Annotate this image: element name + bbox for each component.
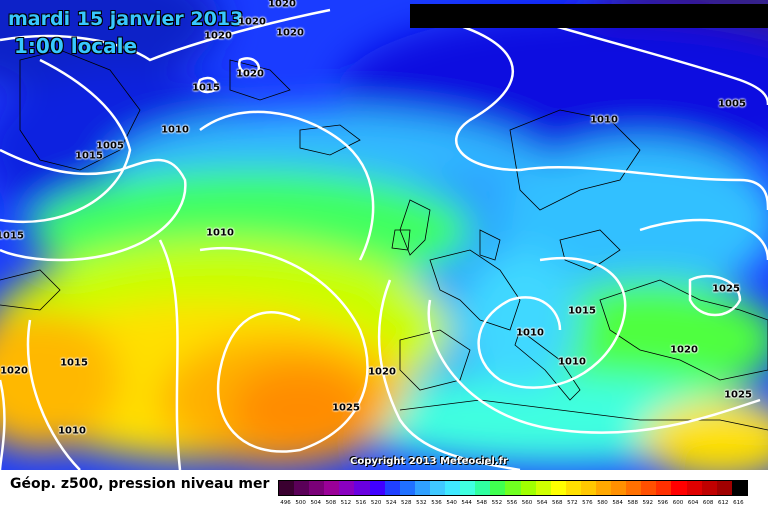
color-scale-swatch — [626, 481, 642, 495]
isobar-label: 1020 — [276, 27, 304, 39]
geopotential-field — [0, 0, 768, 470]
color-scale-label: 612 — [718, 500, 729, 506]
color-scale-swatch — [399, 481, 415, 495]
copyright-text: Copyright 2013 Meteociel.fr — [350, 456, 508, 467]
isobar-label: 1020 — [238, 16, 266, 28]
color-scale-label: 596 — [657, 500, 669, 506]
color-scale-label: 564 — [536, 500, 548, 506]
color-scale-label: 608 — [702, 500, 714, 506]
color-scale-swatch — [656, 481, 672, 495]
color-scale-swatch — [686, 481, 702, 495]
color-scale-swatch — [611, 481, 627, 495]
isobar-label: 1025 — [712, 283, 740, 295]
color-scale-label: 516 — [355, 500, 367, 506]
color-scale-swatch — [279, 481, 295, 495]
color-scale-swatch — [731, 481, 747, 495]
color-scale-label: 592 — [642, 500, 654, 506]
isobar-label: 1020 — [204, 30, 232, 42]
color-scale-label: 528 — [401, 500, 412, 506]
isobar-label: 1015 — [75, 150, 103, 162]
color-scale-swatch — [384, 481, 400, 495]
color-scale-swatch — [339, 481, 355, 495]
isobar-label: 1010 — [58, 425, 86, 437]
color-scale-label: 580 — [597, 500, 608, 506]
time-title: 1:00 locale — [14, 34, 138, 58]
isobar-label: 1025 — [724, 389, 752, 401]
isobar-label: 1020 — [368, 366, 396, 378]
weather-map: mardi 15 janvier 2013 1:00 locale 1020 1… — [0, 0, 768, 470]
isobar-label: 1010 — [590, 114, 618, 126]
color-scale-swatch — [445, 481, 461, 495]
isobar-label: 1010 — [161, 124, 189, 136]
color-scale-label: 588 — [627, 500, 638, 506]
color-scale-label: 556 — [506, 500, 518, 506]
isobar-label: 1015 — [192, 82, 220, 94]
color-scale-label: 524 — [385, 500, 397, 506]
color-scale-label: 536 — [431, 500, 442, 506]
color-scale-swatch — [324, 481, 340, 495]
isobar-label: 1010 — [516, 327, 544, 339]
legend-title: Géop. z500, pression niveau mer — [10, 476, 270, 492]
isobar-label: 1015 — [568, 305, 596, 317]
color-scale-swatch — [565, 481, 581, 495]
color-scale-label: 552 — [491, 500, 503, 506]
isobar-label: 1020 — [670, 344, 698, 356]
color-scale — [278, 480, 748, 496]
coastlines — [0, 49, 768, 431]
color-scale-label: 508 — [325, 500, 337, 506]
isobar-label: 1015 — [60, 357, 88, 369]
color-scale-swatch — [414, 481, 430, 495]
color-scale-label: 560 — [521, 500, 533, 506]
isobar-label: 1005 — [96, 140, 124, 152]
color-scale-label: 544 — [461, 500, 472, 506]
color-scale-swatch — [294, 481, 310, 495]
color-scale-label: 576 — [582, 500, 593, 506]
color-scale-label: 540 — [446, 500, 457, 506]
color-scale-swatch — [701, 481, 717, 495]
header-bar — [410, 4, 768, 28]
color-scale-swatch — [595, 481, 612, 495]
color-scale-label: 532 — [416, 500, 427, 506]
color-scale-swatch — [460, 481, 476, 495]
color-scale-swatch — [580, 481, 596, 495]
color-scale-label: 520 — [370, 500, 382, 506]
color-scale-swatch — [475, 481, 491, 495]
color-scale-label: 496 — [280, 500, 291, 506]
color-scale-swatch — [354, 481, 370, 495]
color-scale-swatch — [429, 481, 446, 495]
color-scale-swatch — [369, 481, 385, 495]
color-scale-swatch — [716, 481, 732, 495]
color-scale-swatch — [535, 481, 551, 495]
color-scale-label: 504 — [310, 500, 321, 506]
color-scale-labels: 496 500 504 508 512 516 520 524 528 532 536 540 544 5… — [278, 500, 746, 506]
color-scale-label: 600 — [672, 500, 684, 506]
color-scale-swatch — [671, 481, 687, 495]
date-title: mardi 15 janvier 2013 — [8, 8, 244, 30]
isobar-label: 1025 — [332, 402, 360, 414]
color-scale-label: 548 — [476, 500, 488, 506]
isobar-label: 1020 — [0, 365, 28, 377]
color-scale-label: 568 — [551, 500, 563, 506]
color-scale-swatch — [520, 481, 536, 495]
color-scale-swatch — [309, 481, 325, 495]
color-scale-swatch — [490, 481, 506, 495]
color-scale-swatch — [505, 481, 521, 495]
color-scale-label: 572 — [567, 500, 578, 506]
color-scale-swatch — [641, 481, 657, 495]
color-scale-label: 604 — [687, 500, 699, 506]
isobar-label: 1010 — [206, 227, 234, 239]
legend-footer: Géop. z500, pression niveau mer 496 500 50… — [0, 470, 768, 512]
isobar-label: 1005 — [718, 98, 746, 110]
color-scale-label: 584 — [612, 500, 623, 506]
isobar-label: 1015 — [0, 230, 24, 242]
isobar-label: 1010 — [558, 356, 586, 368]
color-scale-label: 512 — [340, 500, 352, 506]
color-scale-label: 500 — [295, 500, 306, 506]
isobars — [0, 8, 768, 470]
color-scale-label: 616 — [733, 500, 744, 506]
isobar-label: 1020 — [268, 0, 296, 10]
isobar-label: 1020 — [236, 68, 264, 80]
color-scale-swatch — [550, 481, 566, 495]
